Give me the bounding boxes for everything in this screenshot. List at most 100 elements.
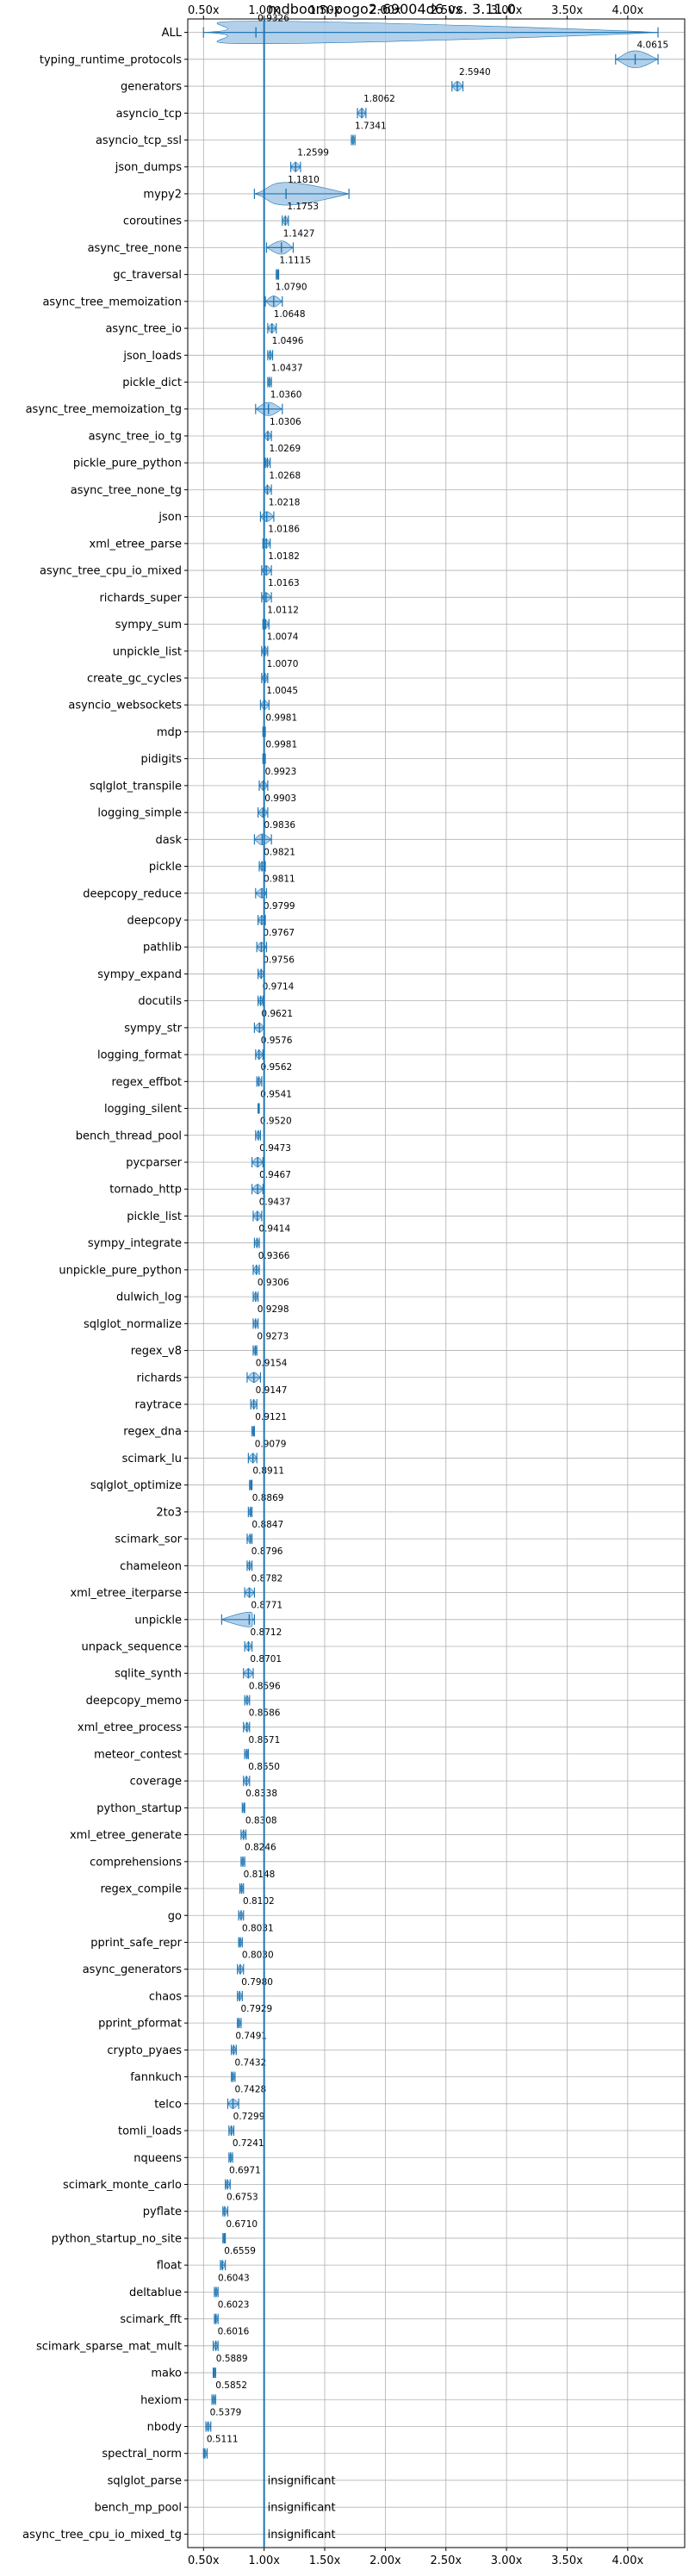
value-label: 0.6710 xyxy=(226,2219,258,2230)
value-label: 0.9366 xyxy=(258,1251,290,1261)
value-label: 1.0112 xyxy=(267,605,299,615)
category-label: pprint_pformat xyxy=(98,2018,182,2031)
x-tick-label-top: 0.50x xyxy=(188,4,220,17)
value-label: 0.9923 xyxy=(265,767,297,777)
category-label: pidigits xyxy=(141,753,183,766)
category-label: pathlib xyxy=(143,942,182,955)
category-label: pyflate xyxy=(143,2206,182,2218)
category-label: xml_etree_generate xyxy=(70,1829,182,1842)
category-label: chaos xyxy=(149,1990,182,2003)
category-label: nqueens xyxy=(133,2152,182,2165)
value-label: 0.9562 xyxy=(260,1062,292,1073)
category-label: unpickle_pure_python xyxy=(59,1264,182,1277)
x-tick-label-top: 3.50x xyxy=(551,4,583,17)
value-label: 1.0496 xyxy=(272,336,304,346)
value-label: 0.9821 xyxy=(264,847,295,857)
category-label: logging_silent xyxy=(104,1103,182,1116)
category-label: scimark_sor xyxy=(115,1534,182,1546)
value-label: 0.9306 xyxy=(258,1278,289,1288)
x-tick-label-bottom: 3.00x xyxy=(491,2554,523,2567)
x-tick-label-bottom: 4.00x xyxy=(612,2554,644,2567)
category-label: async_tree_cpu_io_mixed xyxy=(40,565,182,578)
value-label: 1.1753 xyxy=(287,202,319,212)
value-label: 0.9981 xyxy=(265,740,297,750)
category-label: coroutines xyxy=(123,215,182,228)
value-label: 0.9981 xyxy=(265,712,297,723)
value-label: 0.6016 xyxy=(218,2327,250,2337)
value-label: 1.1115 xyxy=(279,256,311,266)
value-label: 0.6043 xyxy=(218,2273,250,2283)
category-label: async_tree_none xyxy=(88,242,182,255)
value-label: 0.6753 xyxy=(227,2193,258,2203)
value-label: 0.9576 xyxy=(261,1036,293,1046)
category-label: mypy2 xyxy=(143,188,182,201)
category-label: regex_v8 xyxy=(131,1345,182,1358)
category-label: crypto_pyaes xyxy=(107,2044,182,2057)
category-label: docutils xyxy=(138,995,182,1008)
value-label: 0.7428 xyxy=(234,2085,266,2095)
category-label: 2to3 xyxy=(156,1506,182,1519)
value-label: 0.9147 xyxy=(256,1385,288,1396)
value-label: 0.9621 xyxy=(261,1009,293,1019)
value-label: 0.7241 xyxy=(233,2138,264,2149)
x-tick-label-top: 2.50x xyxy=(430,4,462,17)
value-label: 0.9520 xyxy=(260,1117,292,1127)
value-label: 0.8102 xyxy=(243,1896,275,1907)
value-label: 0.9767 xyxy=(263,928,295,938)
value-label: 0.8338 xyxy=(245,1789,277,1799)
value-label: 0.9298 xyxy=(258,1304,289,1315)
value-label: 0.8796 xyxy=(251,1546,283,1557)
x-tick-label-bottom: 2.00x xyxy=(369,2554,401,2567)
category-label: async_tree_memoization xyxy=(42,296,182,308)
x-tick-label-top: 1.00x xyxy=(248,4,280,17)
value-label: 0.6559 xyxy=(224,2246,256,2256)
category-label: xml_etree_process xyxy=(78,1721,182,1734)
value-label: 0.8771 xyxy=(251,1601,282,1611)
category-label: asyncio_tcp xyxy=(116,108,182,121)
category-label: pickle_list xyxy=(127,1210,182,1223)
category-label: xml_etree_iterparse xyxy=(70,1587,182,1600)
x-tick-label-top: 3.00x xyxy=(491,4,523,17)
category-label: coverage xyxy=(130,1776,182,1789)
value-label: 0.8308 xyxy=(245,1815,277,1826)
value-label: 0.7299 xyxy=(233,2112,265,2122)
plot-frame xyxy=(187,18,686,2548)
category-label: bench_thread_pool xyxy=(76,1129,182,1142)
category-label: pprint_safe_repr xyxy=(90,1937,182,1950)
category-label: hexiom xyxy=(140,2394,182,2407)
category-label: deepcopy_memo xyxy=(86,1695,182,1708)
category-label: sympy_sum xyxy=(115,619,182,632)
category-label: logging_format xyxy=(97,1049,182,1062)
x-tick-label-bottom: 1.00x xyxy=(248,2554,280,2567)
category-label: spectral_norm xyxy=(102,2448,182,2461)
value-label: 1.0045 xyxy=(266,686,298,696)
category-label: unpack_sequence xyxy=(81,1641,182,1654)
category-label: mdp xyxy=(157,726,182,739)
category-label: sqlite_synth xyxy=(115,1668,182,1681)
value-label: 0.8782 xyxy=(251,1573,283,1584)
category-label: sqlglot_optimize xyxy=(90,1479,182,1492)
category-label: json_loads xyxy=(122,350,182,363)
category-label: telco xyxy=(154,2098,182,2111)
category-label: logging_simple xyxy=(97,807,182,820)
value-label: 1.0437 xyxy=(271,363,303,373)
value-label: 4.0615 xyxy=(637,40,669,51)
value-label: 0.7432 xyxy=(235,2057,267,2068)
value-label: 1.0186 xyxy=(268,525,300,535)
category-label: json xyxy=(158,511,182,524)
category-label: tomli_loads xyxy=(118,2125,182,2138)
value-label: 0.5111 xyxy=(207,2435,239,2445)
category-label: regex_effbot xyxy=(111,1076,182,1089)
value-label: 1.0074 xyxy=(267,632,299,643)
value-label: 0.9437 xyxy=(259,1197,291,1207)
value-label: 0.9273 xyxy=(257,1331,289,1341)
value-label: 0.9811 xyxy=(264,874,295,885)
category-label: regex_dna xyxy=(123,1426,182,1439)
insignificant-label: insignificant xyxy=(268,2529,336,2542)
category-label: typing_runtime_protocols xyxy=(40,53,182,66)
value-label: 0.5379 xyxy=(210,2407,242,2417)
value-label: 0.9121 xyxy=(255,1412,287,1422)
value-label: 0.6023 xyxy=(218,2299,250,2310)
value-label: 0.9473 xyxy=(259,1143,291,1154)
category-label: async_tree_none_tg xyxy=(71,484,182,497)
